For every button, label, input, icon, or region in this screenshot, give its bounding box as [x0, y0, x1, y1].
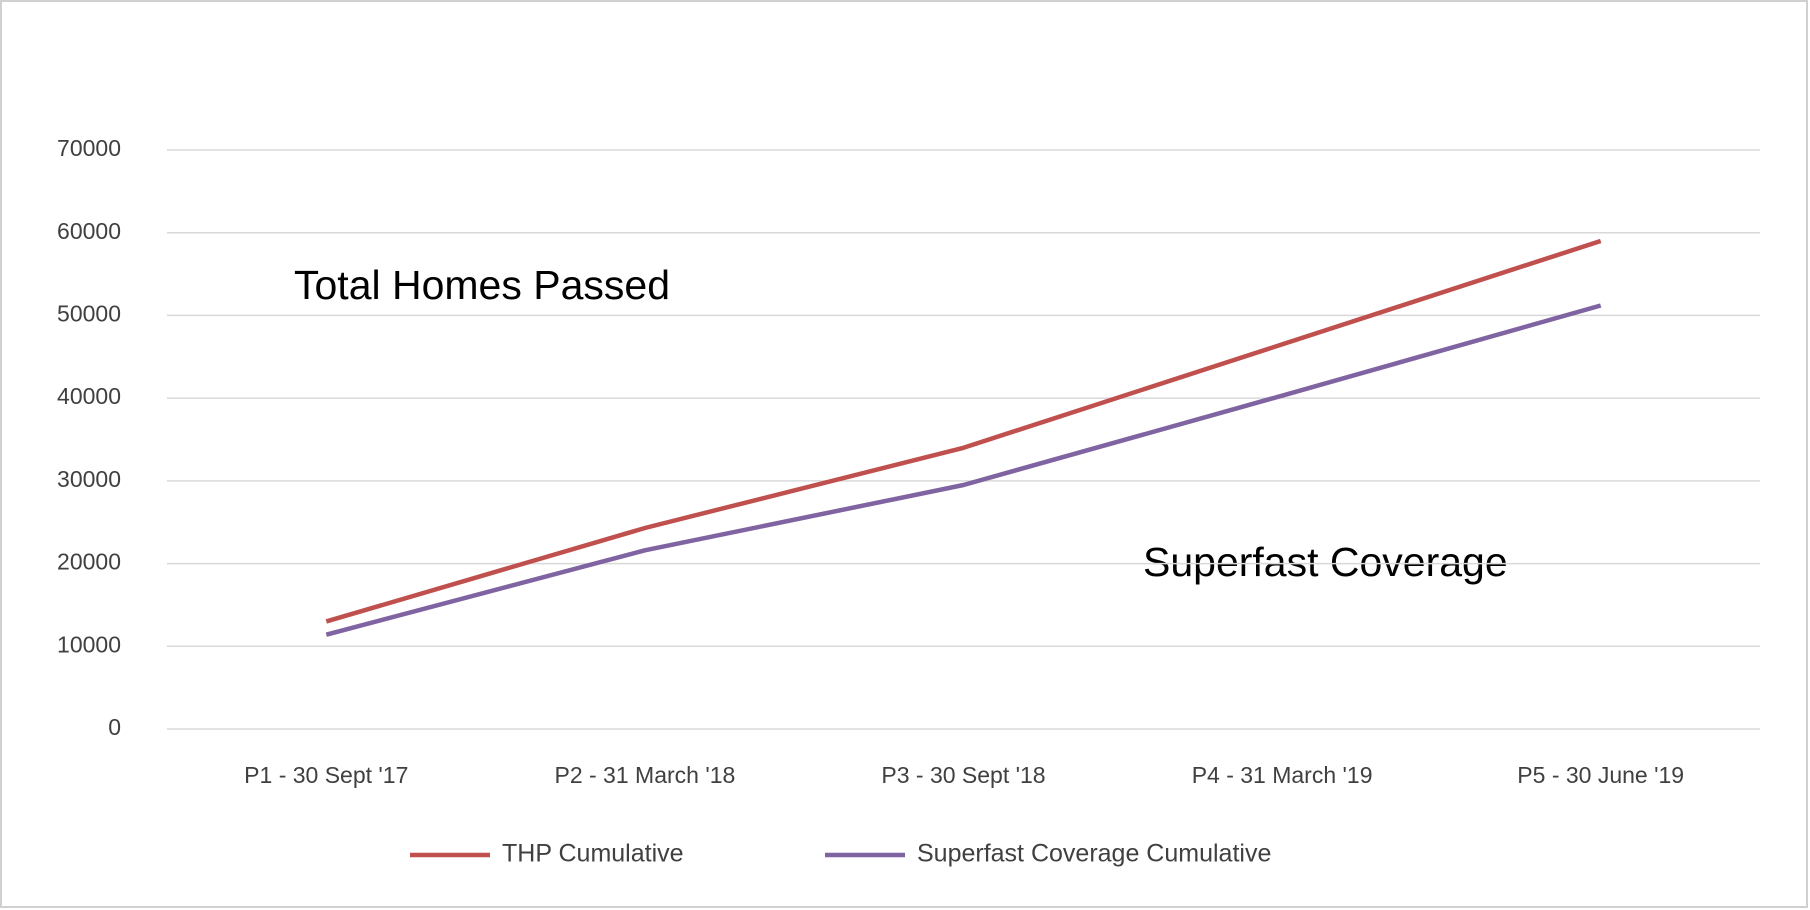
legend-label: THP Cumulative	[502, 840, 684, 868]
y-tick-label: 20000	[57, 549, 121, 575]
y-tick-label: 60000	[57, 218, 121, 244]
annotation: Superfast Coverage	[1143, 539, 1508, 585]
x-tick-label: P4 - 31 March '19	[1192, 762, 1373, 788]
x-tick-label: P5 - 30 June '19	[1517, 762, 1684, 788]
legend-label: Superfast Coverage Cumulative	[917, 840, 1271, 868]
x-tick-label: P1 - 30 Sept '17	[244, 762, 408, 788]
x-tick-label: P3 - 30 Sept '18	[881, 762, 1045, 788]
series-line	[325, 303, 1602, 637]
y-tick-label: 10000	[57, 631, 121, 657]
series-line	[325, 238, 1602, 624]
y-tick-label: 40000	[57, 383, 121, 409]
y-tick-label: 70000	[57, 135, 121, 161]
x-tick-label: P2 - 31 March '18	[554, 762, 735, 788]
y-tick-label: 50000	[57, 301, 121, 327]
y-tick-label: 0	[108, 714, 121, 740]
annotation: Total Homes Passed	[294, 262, 670, 308]
y-tick-label: 30000	[57, 466, 121, 492]
